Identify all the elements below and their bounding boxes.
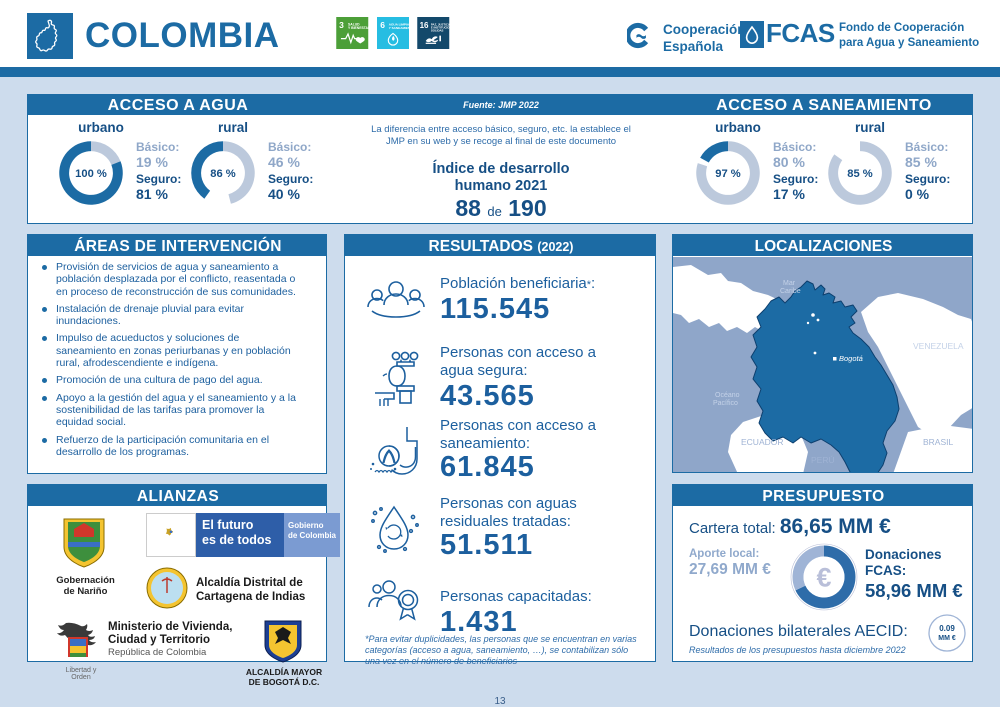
svg-text:3: 3 [339,20,344,30]
svg-text:ECUADOR: ECUADOR [741,437,784,447]
svg-text:€: € [816,563,831,593]
svg-text:PERÚ: PERÚ [811,455,835,465]
svg-text:Y SANEAMIENTO: Y SANEAMIENTO [389,26,409,30]
svg-text:0.09: 0.09 [939,624,955,633]
svg-text:100 %: 100 % [75,168,107,180]
svg-text:Mar: Mar [783,280,796,287]
svg-text:BRASIL: BRASIL [923,437,954,447]
svg-text:Bogotá: Bogotá [839,354,863,363]
svg-text:Y BIENESTAR: Y BIENESTAR [348,26,368,30]
svg-text:Océano: Océano [715,392,740,399]
svg-text:6: 6 [380,20,385,30]
svg-text:VENEZUELA: VENEZUELA [913,341,964,351]
svg-text:85 %: 85 % [847,168,873,180]
svg-text:SOLIDAS: SOLIDAS [431,29,444,33]
svg-text:MM €: MM € [938,635,956,642]
svg-text:86 %: 86 % [210,168,236,180]
svg-text:Caribe: Caribe [780,288,801,295]
svg-text:Pacífico: Pacífico [713,400,738,407]
svg-text:16: 16 [420,21,429,30]
svg-text:97 %: 97 % [715,168,741,180]
